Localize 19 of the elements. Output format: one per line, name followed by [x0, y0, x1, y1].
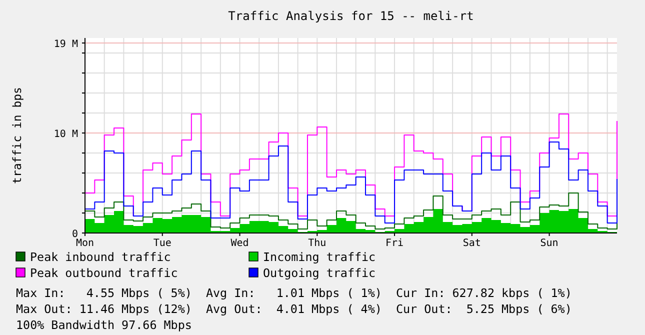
y-tick-label: 0 [72, 229, 78, 240]
x-tick-label: Sun [540, 238, 558, 249]
text: Max Out: 11.46 Mbps (12%) Avg Out: 4.01 Mbps ( 4%) Cur Out: 5.25 Mbps ( 6%) [16, 302, 572, 316]
text: Max In: 4.55 Mbps ( 5%) Avg In: 1.01 Mbps ( 1%) Cur In: 627.82 kbps ( 1%) [16, 286, 572, 300]
x-tick-label: Thu [308, 238, 326, 249]
x-tick-label: Mon [76, 238, 94, 249]
x-tick-label: Wed [230, 238, 249, 249]
x-tick-label: Sat [462, 238, 481, 249]
x-tick-label: Tue [153, 238, 172, 249]
y-axis-title: traffic in bps [10, 87, 24, 184]
y-tick-label: 10 M [54, 129, 78, 140]
legend-label: Outgoing traffic [263, 266, 376, 280]
text: 100% Bandwidth 97.66 Mbps [16, 318, 192, 332]
chart-title: Traffic Analysis for 15 -- meli-rt [228, 9, 474, 23]
y-tick-label: 19 M [54, 39, 78, 50]
legend-label: Incoming traffic [263, 250, 376, 264]
legend-label: Peak inbound traffic [30, 250, 171, 264]
x-tick-label: Fri [385, 238, 404, 249]
legend-label: Peak outbound traffic [30, 266, 178, 280]
